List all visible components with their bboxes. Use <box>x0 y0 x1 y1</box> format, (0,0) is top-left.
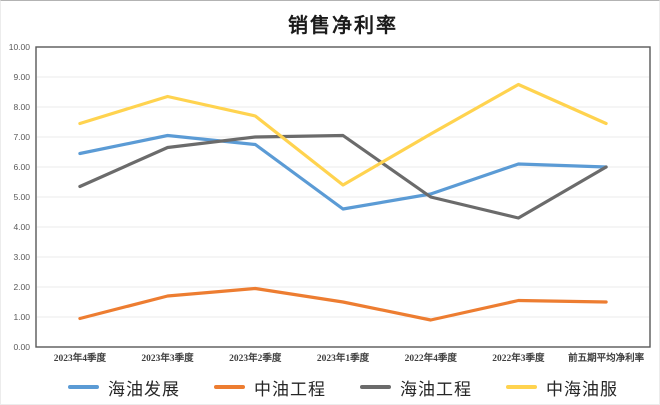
chart-legend: 海油发展 中油工程 海油工程 中海油服 <box>36 373 650 401</box>
chart-title: 销售净利率 <box>288 15 398 37</box>
series-line-海油工程 <box>78 133 608 220</box>
legend-item-中海油服: 中海油服 <box>506 375 618 400</box>
x-category-label: 2023年4季度 <box>53 354 106 364</box>
y-tick-label: 5.00 <box>13 192 30 202</box>
y-tick-label: 7.00 <box>13 132 30 142</box>
y-tick-label: 8.00 <box>13 102 30 112</box>
series-line-中油工程 <box>78 286 608 322</box>
legend-swatch <box>214 385 245 389</box>
series-line-中海油服 <box>78 82 608 187</box>
x-category-label: 2023年1季度 <box>316 354 370 364</box>
y-tick-label: 2.00 <box>13 282 30 292</box>
legend-item-海油发展: 海油发展 <box>68 375 180 400</box>
y-tick-label: 3.00 <box>13 252 30 262</box>
y-tick-label: 4.00 <box>13 222 30 232</box>
legend-swatch <box>68 385 99 389</box>
legend-item-中油工程: 中油工程 <box>214 375 326 400</box>
legend-swatch <box>360 385 391 389</box>
legend-item-海油工程: 海油工程 <box>360 375 472 400</box>
y-tick-label: 6.00 <box>13 162 30 172</box>
legend-label: 海油工程 <box>400 379 472 399</box>
x-category-label: 2022年3季度 <box>492 354 545 364</box>
y-tick-label: 10.00 <box>8 42 30 52</box>
legend-label: 中海油服 <box>546 379 618 399</box>
x-category-label: 2023年3季度 <box>141 354 194 364</box>
legend-swatch <box>506 385 537 389</box>
legend-label: 海油发展 <box>108 379 180 399</box>
legend-label: 中油工程 <box>254 379 326 399</box>
y-tick-label: 0.00 <box>13 342 30 352</box>
x-category-label: 2023年2季度 <box>229 354 282 364</box>
x-category-label: 2022年4季度 <box>404 354 457 364</box>
plot-frame <box>35 46 651 348</box>
y-tick-label: 9.00 <box>13 72 30 82</box>
series-line-海油发展 <box>78 133 608 211</box>
y-tick-label: 1.00 <box>13 312 30 322</box>
x-category-label: 前五期平均净利率 <box>568 354 645 364</box>
